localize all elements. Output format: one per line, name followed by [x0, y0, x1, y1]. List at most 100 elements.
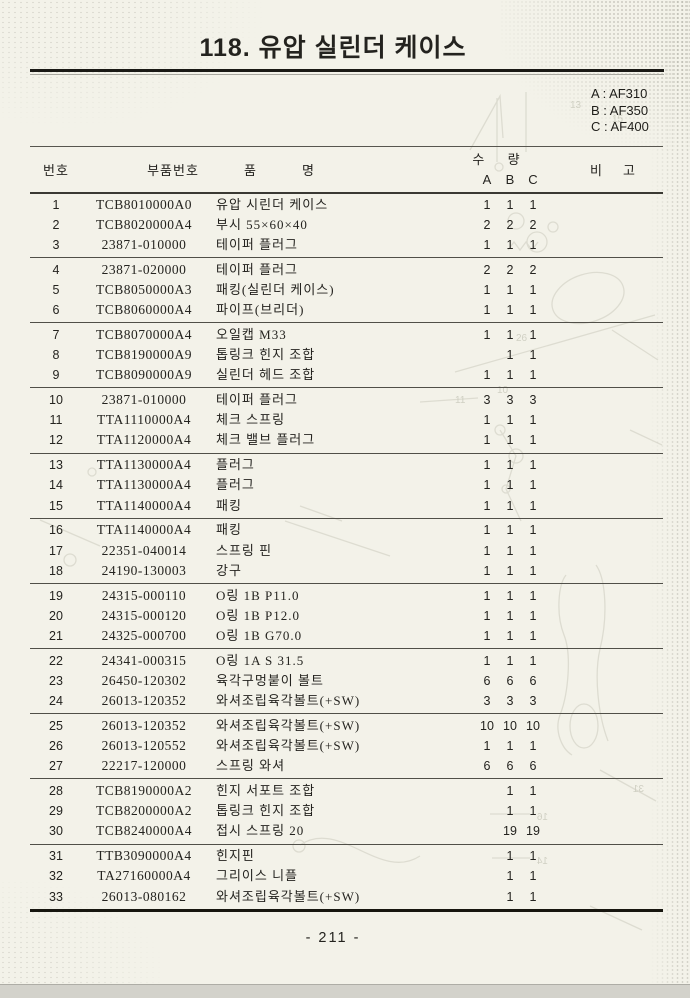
row-number: 26: [49, 739, 63, 754]
qty-a: 1: [483, 543, 491, 558]
qty-b: 1: [506, 303, 514, 318]
qty-a: 1: [483, 197, 491, 212]
header-no: 번호: [43, 163, 69, 178]
header-name-1: 품: [244, 163, 256, 178]
row-number: 13: [49, 458, 63, 473]
row-group: 10 23871-010000 테이퍼 플러그 3 3 3 11 TTA1110…: [30, 388, 663, 454]
row-group: 4 23871-020000 테이퍼 플러그 2 2 2 5 TCB805000…: [30, 258, 663, 324]
qty-a: 10: [480, 718, 494, 733]
table-row: 21 24325-000700 O링 1B G70.0 1 1 1: [30, 626, 663, 646]
table-row: 10 23871-010000 테이퍼 플러그 3 3 3: [30, 390, 663, 410]
qty-b: 1: [506, 543, 514, 558]
qty-c: 1: [529, 433, 537, 448]
qty-c: 1: [529, 889, 537, 904]
table-row: 29 TCB8200000A2 톱링크 힌지 조합 1 1: [30, 801, 663, 821]
row-number: 20: [49, 608, 63, 623]
table-row: 22 24341-000315 O링 1A S 31.5 1 1 1: [30, 651, 663, 671]
qty-c: 1: [529, 588, 537, 603]
part-name: 접시 스프링 20: [216, 823, 305, 839]
title-rule-shadow: [30, 74, 664, 75]
row-number: 30: [49, 824, 63, 839]
header-remarks-1: 비: [590, 163, 602, 178]
table-row: 24 26013-120352 와셔조립육각볼트(+SW) 3 3 3: [30, 691, 663, 711]
scan-noise-top-left: [0, 0, 270, 130]
svg-text:13: 13: [570, 100, 582, 111]
qty-c: 1: [529, 543, 537, 558]
qty-b: 6: [506, 673, 514, 688]
row-number: 27: [49, 759, 63, 774]
qty-c: 1: [529, 478, 537, 493]
part-name: 그리이스 니플: [216, 868, 299, 884]
qty-a: 1: [483, 433, 491, 448]
row-number: 7: [52, 327, 60, 342]
qty-b: 3: [506, 694, 514, 709]
part-name: 패킹: [216, 522, 242, 538]
table-row: 8 TCB8190000A9 톱링크 힌지 조합 1 1: [30, 345, 663, 365]
qty-c: 3: [529, 694, 537, 709]
row-group: 13 TTA1130000A4 플러그 1 1 1 14 TTA1130000A…: [30, 454, 663, 519]
qty-b: 1: [506, 889, 514, 904]
part-number: TTA1140000A4: [96, 522, 192, 538]
part-name: 오일캡 M33: [216, 326, 287, 342]
qty-c: 1: [529, 368, 537, 383]
qty-a: 1: [483, 368, 491, 383]
part-name: 와셔조립육각볼트(+SW): [216, 888, 361, 904]
qty-b: 1: [506, 608, 514, 623]
qty-a: 1: [483, 628, 491, 643]
part-name: 파이프(브리더): [216, 302, 305, 318]
qty-b: 1: [506, 588, 514, 603]
table-row: 14 TTA1130000A4 플러그 1 1 1: [30, 475, 663, 495]
table-row: 12 TTA1120000A4 체크 밸브 플러그 1 1 1: [30, 430, 663, 450]
qty-c: 1: [529, 628, 537, 643]
row-number: 12: [49, 433, 63, 448]
qty-c: 19: [526, 824, 540, 839]
qty-b: 1: [506, 653, 514, 668]
table-row: 17 22351-040014 스프링 핀 1 1 1: [30, 541, 663, 561]
part-name: 와셔조립육각볼트(+SW): [216, 738, 361, 754]
model-legend: A : AF310 B : AF350 C : AF400: [591, 86, 649, 136]
table-row: 6 TCB8060000A4 파이프(브리더) 1 1 1: [30, 300, 663, 320]
part-number: TCB8190000A9: [95, 347, 192, 363]
qty-c: 1: [529, 563, 537, 578]
qty-c: 2: [529, 217, 537, 232]
qty-b: 19: [503, 824, 517, 839]
part-name: O링 1A S 31.5: [216, 652, 305, 668]
table-row: 5 TCB8050000A3 패킹(실린더 케이스) 1 1 1: [30, 280, 663, 300]
qty-b: 2: [506, 262, 514, 277]
table-row: 33 26013-080162 와셔조립육각볼트(+SW) 1 1: [30, 887, 663, 907]
qty-c: 1: [529, 523, 537, 538]
part-number: TTA1130000A4: [96, 477, 192, 493]
qty-c: 1: [529, 869, 537, 884]
qty-c: 10: [526, 718, 540, 733]
qty-b: 1: [506, 784, 514, 798]
header-qty-a: A: [482, 172, 492, 187]
part-name: 힌지핀: [216, 848, 255, 864]
part-name: 육각구멍붙이 볼트: [216, 672, 324, 688]
table-row: 1 TCB8010000A0 유압 시린더 케이스 1 1 1: [30, 195, 663, 215]
qty-a: 6: [483, 759, 491, 774]
part-name: 와셔조립육각볼트(+SW): [216, 693, 361, 709]
table-row: 3 23871-010000 테이퍼 플러그 1 1 1: [30, 235, 663, 255]
part-number: 24315-000120: [101, 607, 187, 623]
row-number: 23: [49, 673, 63, 688]
qty-b: 10: [503, 718, 517, 733]
table-row: 30 TCB8240000A4 접시 스프링 20 19 19: [30, 821, 663, 841]
header-name-2: 명: [302, 163, 314, 178]
row-number: 32: [49, 869, 63, 884]
part-number: 26013-080162: [101, 888, 187, 904]
qty-c: 1: [529, 739, 537, 754]
qty-a: 1: [483, 523, 491, 538]
qty-c: 1: [529, 784, 537, 798]
qty-c: 1: [529, 348, 537, 363]
row-number: 6: [52, 303, 60, 318]
part-name: 스프링 와셔: [216, 758, 286, 774]
qty-c: 1: [529, 327, 537, 342]
qty-a: 1: [483, 563, 491, 578]
qty-c: 1: [529, 303, 537, 318]
row-number: 17: [49, 543, 63, 558]
part-number: 26013-120552: [101, 738, 187, 754]
qty-a: 2: [483, 262, 491, 277]
part-number: 23871-020000: [101, 261, 187, 277]
qty-a: 2: [483, 217, 491, 232]
qty-c: 3: [529, 393, 537, 408]
